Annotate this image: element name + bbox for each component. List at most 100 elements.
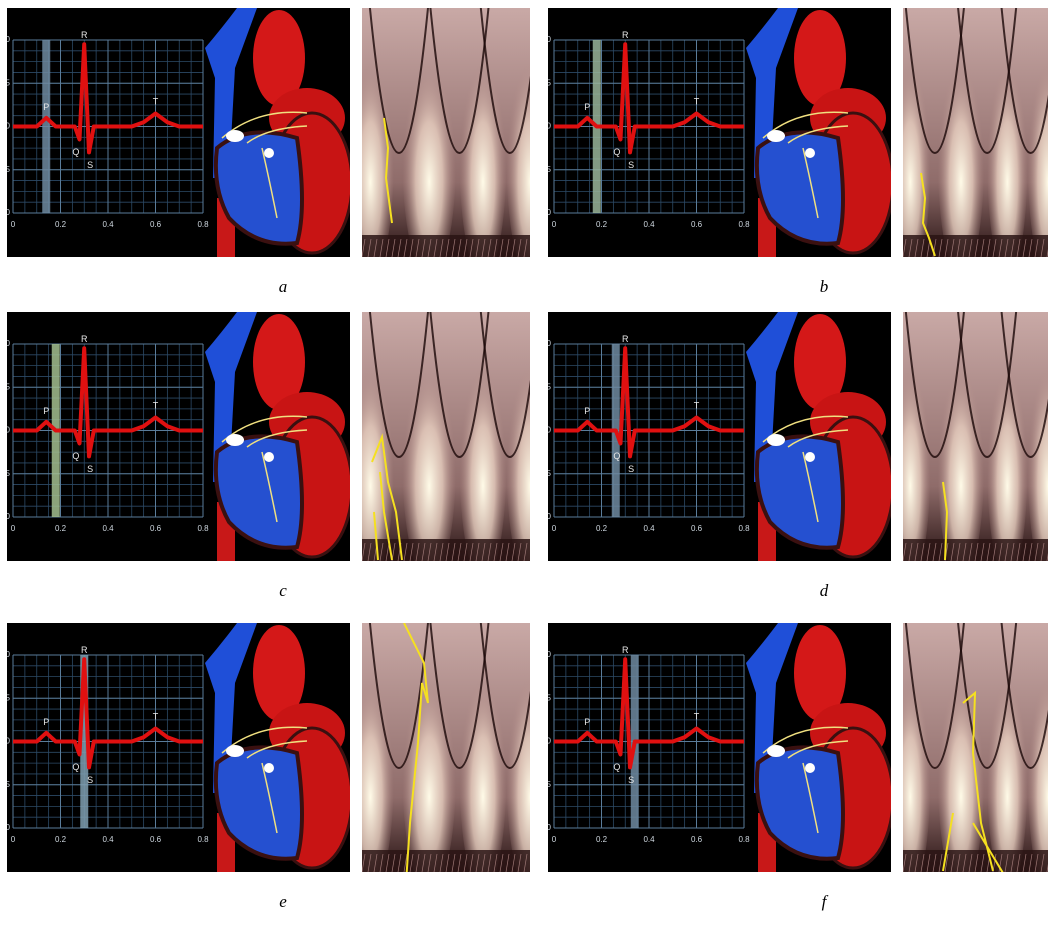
y-tick-label: 0.5 — [540, 382, 552, 391]
x-tick-label: 0.6 — [691, 524, 703, 533]
y-tick-label: 0.5 — [0, 382, 11, 391]
panel-label: d — [820, 581, 829, 600]
x-tick-label: 0.6 — [691, 835, 703, 844]
wave-label: P — [43, 102, 49, 112]
y-tick-label: -1.0 — [537, 823, 551, 832]
wave-label: Q — [72, 451, 79, 461]
panel: 00.20.40.60.81.00.50-0.5-1.0PQRSTa — [0, 0, 554, 296]
panel-label: c — [279, 581, 287, 600]
y-tick-label: -0.5 — [537, 165, 551, 174]
x-tick-label: 0 — [11, 220, 16, 229]
wave-label: R — [81, 334, 88, 344]
x-tick-label: 0.8 — [738, 835, 750, 844]
x-tick-label: 0.4 — [643, 220, 655, 229]
y-tick-label: 0.5 — [0, 78, 11, 87]
wave-label: Q — [613, 451, 620, 461]
panel: 00.20.40.60.81.00.50-0.5-1.0PQRSTc — [0, 302, 554, 600]
wave-label: Q — [72, 147, 79, 157]
node — [226, 745, 244, 757]
y-tick-label: 1.0 — [0, 35, 11, 44]
ecg-heart-image: 00.20.40.60.81.00.50-0.5-1.0PQRST — [0, 8, 352, 258]
noise-band — [362, 235, 530, 257]
y-tick-label: 0 — [547, 426, 552, 435]
wave-label: R — [622, 334, 629, 344]
node — [767, 745, 785, 757]
y-tick-label: 0.5 — [0, 693, 11, 702]
wave-label: S — [87, 160, 93, 170]
wavelet-body — [347, 302, 554, 582]
panel: 00.20.40.60.81.00.50-0.5-1.0PQRSTe — [0, 613, 554, 911]
panel: 00.20.40.60.81.00.50-0.5-1.0PQRSTf — [537, 613, 1053, 911]
x-tick-label: 0.6 — [150, 524, 162, 533]
y-tick-label: -1.0 — [537, 208, 551, 217]
wave-label: P — [43, 717, 49, 727]
y-tick-label: -1.0 — [0, 208, 11, 217]
wave-label: S — [628, 464, 634, 474]
panel-label: e — [279, 892, 287, 911]
y-tick-label: 1.0 — [0, 339, 11, 348]
y-tick-label: 0 — [547, 122, 552, 131]
wavelet-image — [347, 613, 554, 893]
x-tick-label: 0.2 — [596, 835, 608, 844]
x-tick-label: 0.2 — [55, 220, 67, 229]
y-tick-label: 1.0 — [540, 35, 552, 44]
y-tick-label: 1.0 — [0, 650, 11, 659]
y-tick-label: -0.5 — [0, 780, 11, 789]
x-tick-label: 0 — [11, 524, 16, 533]
wavelet-image — [347, 302, 554, 582]
x-tick-label: 0.4 — [643, 835, 655, 844]
node — [767, 434, 785, 446]
wave-label: R — [81, 30, 88, 40]
x-tick-label: 0.8 — [738, 220, 750, 229]
y-tick-label: 0.5 — [540, 78, 552, 87]
x-tick-label: 0.4 — [102, 524, 114, 533]
panel-label: b — [820, 277, 829, 296]
node — [264, 763, 274, 773]
y-tick-label: 0 — [6, 426, 11, 435]
ecg-heart-image: 00.20.40.60.81.00.50-0.5-1.0PQRST — [537, 8, 893, 258]
figure: 00.20.40.60.81.00.50-0.5-1.0PQRSTa00.20.… — [0, 0, 1053, 939]
y-tick-label: -0.5 — [537, 780, 551, 789]
wavelet-image — [890, 302, 1053, 582]
y-tick-label: 0 — [6, 122, 11, 131]
node — [226, 434, 244, 446]
wave-label: Q — [613, 147, 620, 157]
y-tick-label: -0.5 — [0, 165, 11, 174]
wave-label: S — [628, 775, 634, 785]
wave-label: P — [43, 406, 49, 416]
wavelet-image — [890, 0, 1053, 278]
wave-label: P — [584, 717, 590, 727]
x-tick-label: 0.2 — [596, 524, 608, 533]
x-tick-label: 0.8 — [197, 220, 209, 229]
wavelet-body — [347, 613, 554, 893]
wavelet-body — [890, 0, 1053, 278]
x-tick-label: 0.2 — [55, 524, 67, 533]
x-tick-label: 0 — [552, 524, 557, 533]
wave-label: Q — [72, 762, 79, 772]
node — [264, 452, 274, 462]
y-tick-label: -0.5 — [0, 469, 11, 478]
wave-label: S — [628, 160, 634, 170]
node — [264, 148, 274, 158]
x-tick-label: 0.4 — [643, 524, 655, 533]
wavelet-body — [890, 302, 1053, 582]
x-tick-label: 0.2 — [596, 220, 608, 229]
wavelet-body — [347, 0, 554, 278]
x-tick-label: 0.8 — [197, 835, 209, 844]
noise-band — [362, 539, 530, 561]
x-tick-label: 0.2 — [55, 835, 67, 844]
y-tick-label: -1.0 — [537, 512, 551, 521]
wave-label: P — [584, 102, 590, 112]
y-tick-label: -1.0 — [0, 823, 11, 832]
x-tick-label: 0.6 — [150, 835, 162, 844]
wave-label: T — [153, 97, 159, 107]
node — [226, 130, 244, 142]
y-tick-label: 1.0 — [540, 650, 552, 659]
x-tick-label: 0.4 — [102, 220, 114, 229]
x-tick-label: 0.8 — [197, 524, 209, 533]
wave-label: R — [81, 645, 88, 655]
node — [767, 130, 785, 142]
